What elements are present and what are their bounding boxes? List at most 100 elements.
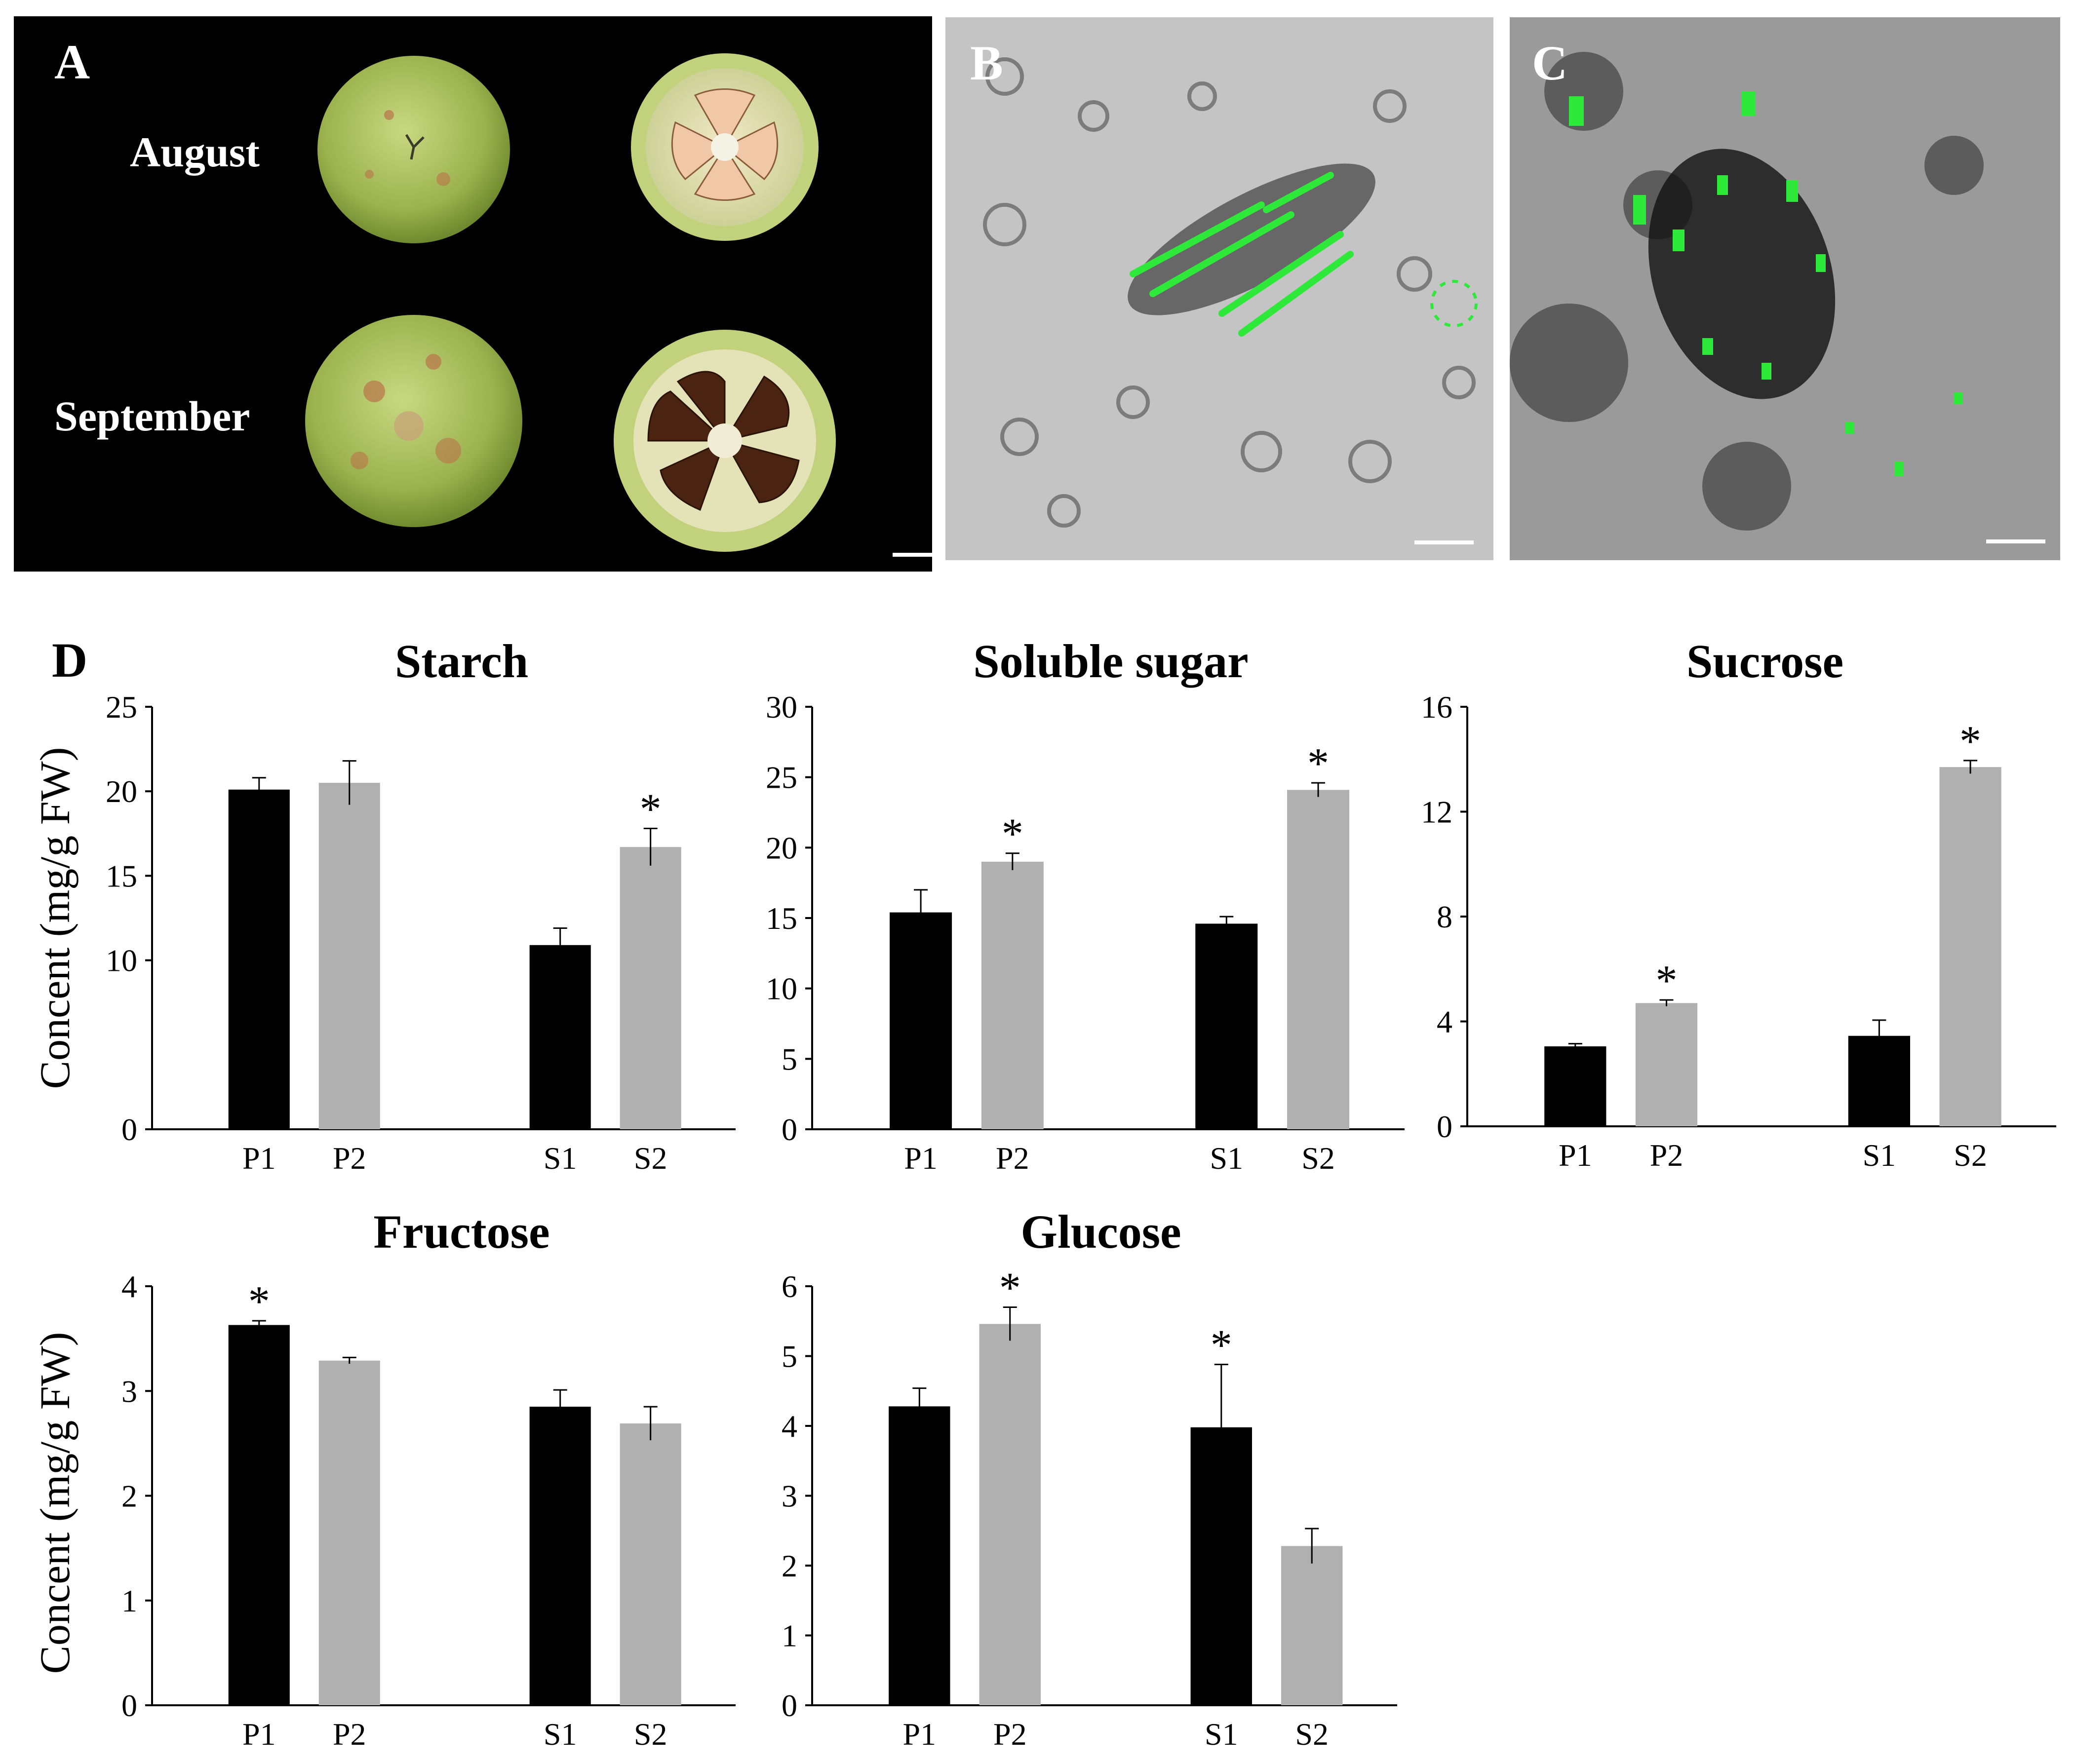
bar-p1 <box>889 1406 950 1705</box>
bar-p1 <box>228 1325 290 1705</box>
panel-a-photo: A August September <box>14 16 949 572</box>
y-tick-label: 16 <box>1421 690 1452 725</box>
bar-p2 <box>979 1324 1041 1705</box>
y-tick-label: 0 <box>782 1112 797 1147</box>
panel-label-c: C <box>1532 36 1568 90</box>
x-tick-label: S1 <box>544 1717 577 1752</box>
y-tick-label: 0 <box>782 1688 797 1723</box>
chart-title: Fructose <box>373 1205 549 1258</box>
fruit-photos <box>305 53 949 557</box>
y-tick-label: 30 <box>766 690 797 725</box>
y-tick-label: 12 <box>1421 795 1452 830</box>
y-tick-label: 1 <box>782 1618 797 1653</box>
y-tick-label: 0 <box>1437 1109 1452 1144</box>
bar-s2 <box>1281 1546 1343 1705</box>
chart-title: Starch <box>395 635 528 688</box>
x-tick-label: P1 <box>904 1141 938 1176</box>
bar-s2 <box>1287 790 1350 1129</box>
bar-s2 <box>1939 767 2001 1126</box>
y-tick-label: 1 <box>121 1583 137 1618</box>
significance-asterisk: * <box>1002 810 1023 858</box>
x-tick-label: P1 <box>1559 1138 1592 1173</box>
y-tick-label: 15 <box>106 858 137 893</box>
x-tick-label: P2 <box>996 1141 1029 1176</box>
y-tick-label: 20 <box>766 830 797 865</box>
y-tick-label: 10 <box>766 971 797 1006</box>
y-tick-label: 4 <box>782 1409 797 1444</box>
bar-s1 <box>1195 923 1258 1129</box>
y-tick-label: 20 <box>106 774 137 809</box>
x-tick-label: P2 <box>993 1717 1027 1752</box>
bar-p2 <box>318 1360 380 1705</box>
y-axis-label: Concent (mg/g FW) <box>31 747 78 1089</box>
x-tick-label: P1 <box>242 1717 276 1752</box>
chart-title: Soluble sugar <box>973 635 1248 688</box>
x-tick-label: S1 <box>1205 1717 1238 1752</box>
bar-s1 <box>529 1407 591 1705</box>
micrograph-b <box>945 17 1493 560</box>
panel-label-d: D <box>52 633 88 688</box>
y-tick-label: 5 <box>782 1041 797 1076</box>
y-axis-label: Concent (mg/g FW) <box>31 1332 78 1674</box>
panel-label-b: B <box>970 36 1003 90</box>
x-tick-label: P2 <box>333 1141 366 1176</box>
significance-asterisk: * <box>999 1264 1021 1312</box>
y-tick-label: 6 <box>782 1269 797 1304</box>
y-tick-label: 8 <box>1437 899 1452 934</box>
panel-b-micrograph: B <box>945 17 1493 560</box>
y-tick-label: 2 <box>121 1479 137 1514</box>
bar-p1 <box>1544 1046 1606 1126</box>
significance-asterisk: * <box>1211 1321 1232 1369</box>
y-tick-label: 2 <box>782 1548 797 1583</box>
significance-asterisk: * <box>1959 718 1981 766</box>
scale-bar <box>1986 539 2045 543</box>
x-tick-label: P2 <box>333 1717 366 1752</box>
y-tick-label: 0 <box>121 1688 137 1723</box>
bar-p2 <box>1635 1003 1698 1126</box>
significance-asterisk: * <box>1307 740 1329 788</box>
august-cut-fruit <box>631 53 819 241</box>
scale-bar <box>893 553 949 557</box>
y-tick-label: 4 <box>121 1269 137 1304</box>
bar-s1 <box>529 945 591 1129</box>
y-tick-label: 3 <box>782 1479 797 1514</box>
september-whole-fruit <box>305 315 522 527</box>
x-tick-label: S2 <box>1295 1717 1329 1752</box>
august-whole-fruit <box>317 56 510 243</box>
x-tick-label: P2 <box>1650 1138 1684 1173</box>
september-cut-fruit <box>614 330 836 552</box>
august-label: August <box>130 128 260 176</box>
y-tick-label: 0 <box>121 1112 137 1147</box>
panel-c-micrograph: C <box>1510 17 2060 560</box>
micrograph-c <box>1510 17 2060 560</box>
x-tick-label: S2 <box>1954 1138 1987 1173</box>
panel-label-a: A <box>54 35 90 89</box>
x-tick-label: S2 <box>1301 1141 1335 1176</box>
x-tick-label: S2 <box>634 1717 667 1752</box>
bar-p1 <box>228 789 290 1129</box>
bar-p1 <box>890 912 952 1129</box>
x-tick-label: S2 <box>634 1141 667 1176</box>
bar-p2 <box>318 783 380 1129</box>
x-tick-label: P1 <box>242 1141 276 1176</box>
chart-title: Sucrose <box>1686 635 1843 688</box>
x-tick-label: P1 <box>903 1717 937 1752</box>
y-tick-label: 5 <box>782 1339 797 1374</box>
y-tick-label: 10 <box>106 943 137 978</box>
y-tick-label: 15 <box>766 901 797 936</box>
x-tick-label: S1 <box>1863 1138 1896 1173</box>
bar-p2 <box>981 861 1044 1129</box>
september-label: September <box>54 392 250 440</box>
significance-asterisk: * <box>1655 957 1677 1005</box>
x-tick-label: S1 <box>544 1141 577 1176</box>
y-tick-label: 3 <box>121 1374 137 1409</box>
y-tick-label: 25 <box>106 690 137 725</box>
scale-bar <box>1414 540 1474 544</box>
y-tick-label: 25 <box>766 760 797 795</box>
bar-s2 <box>620 1423 681 1705</box>
significance-asterisk: * <box>248 1278 270 1326</box>
bar-s2 <box>620 847 681 1129</box>
y-tick-label: 4 <box>1437 1004 1452 1039</box>
chart-title: Glucose <box>1020 1205 1181 1258</box>
